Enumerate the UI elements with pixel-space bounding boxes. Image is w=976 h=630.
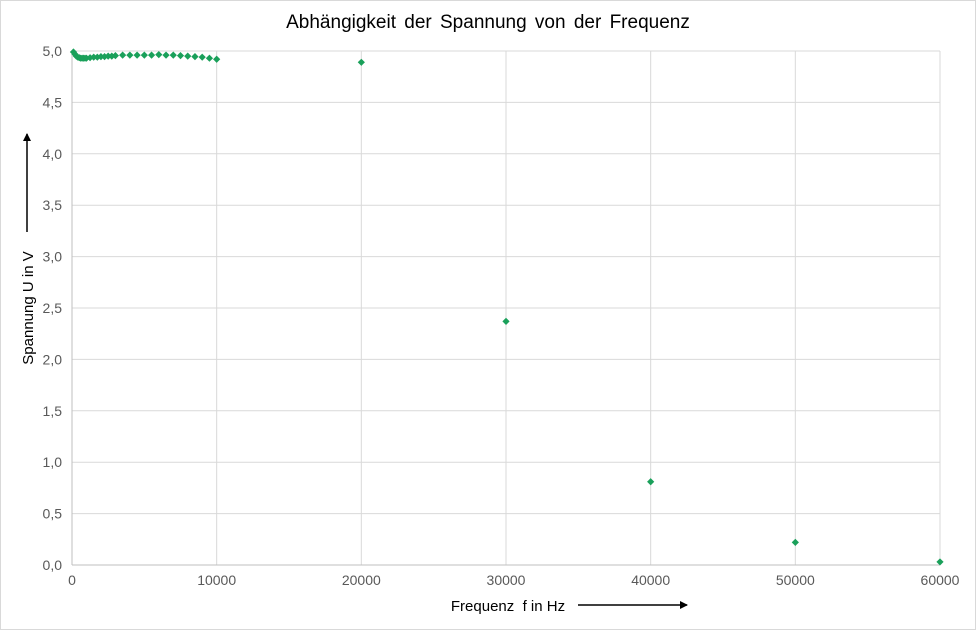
- data-point: [126, 51, 134, 59]
- y-tick-label: 2,0: [43, 351, 63, 367]
- y-tick-label: 4,0: [43, 146, 63, 162]
- data-point: [97, 53, 105, 61]
- y-tick-label: 2,5: [43, 300, 63, 316]
- axes: [71, 51, 940, 566]
- x-tick-label: 40000: [631, 572, 670, 588]
- data-point: [198, 53, 206, 61]
- data-point: [647, 478, 655, 486]
- y-tick-label: 4,5: [43, 94, 63, 110]
- tick-labels: 0,0 0,5 1,0 1,5 2,0 2,5 3,0 3,5 4,0 4,5 5,0 0 10000 2…: [43, 43, 960, 588]
- chart-title: Abhängigkeit der Spannung von der Freque…: [286, 12, 690, 33]
- x-tick-label: 50000: [776, 572, 815, 588]
- y-tick-label: 1,5: [43, 403, 63, 419]
- x-tick-label: 10000: [197, 572, 236, 588]
- data-point: [155, 50, 163, 59]
- y-tick-label: 1,0: [43, 454, 63, 470]
- y-tick-label: 3,0: [43, 249, 63, 265]
- data-point: [502, 317, 510, 325]
- data-point: [169, 51, 177, 59]
- data-points: [69, 48, 944, 566]
- data-point: [104, 52, 112, 60]
- x-axis-title: Frequenz f in Hz: [451, 598, 565, 615]
- data-point: [205, 54, 214, 62]
- data-point: [93, 53, 101, 61]
- data-point: [147, 51, 156, 59]
- data-point: [162, 51, 170, 59]
- y-tick-label: 0,0: [43, 557, 63, 573]
- data-point: [936, 558, 944, 566]
- data-point: [90, 53, 98, 61]
- x-tick-label: 30000: [487, 572, 526, 588]
- grid-lines: [72, 50, 941, 565]
- x-tick-label: 0: [68, 572, 76, 588]
- data-point: [213, 55, 221, 63]
- data-point: [357, 58, 365, 66]
- data-point: [791, 538, 799, 546]
- data-point: [119, 51, 127, 59]
- data-point: [140, 51, 148, 59]
- x-tick-label: 20000: [342, 572, 381, 588]
- y-tick-label: 0,5: [43, 506, 63, 522]
- data-point: [191, 53, 199, 61]
- y-tick-label: 3,5: [43, 197, 63, 213]
- y-tick-label: 5,0: [43, 43, 63, 59]
- data-point: [176, 52, 185, 60]
- data-point: [184, 52, 192, 60]
- data-point: [111, 52, 119, 60]
- x-tick-label: 60000: [921, 572, 960, 588]
- y-axis-title: Spannung U in V: [20, 251, 37, 364]
- data-point: [133, 51, 141, 59]
